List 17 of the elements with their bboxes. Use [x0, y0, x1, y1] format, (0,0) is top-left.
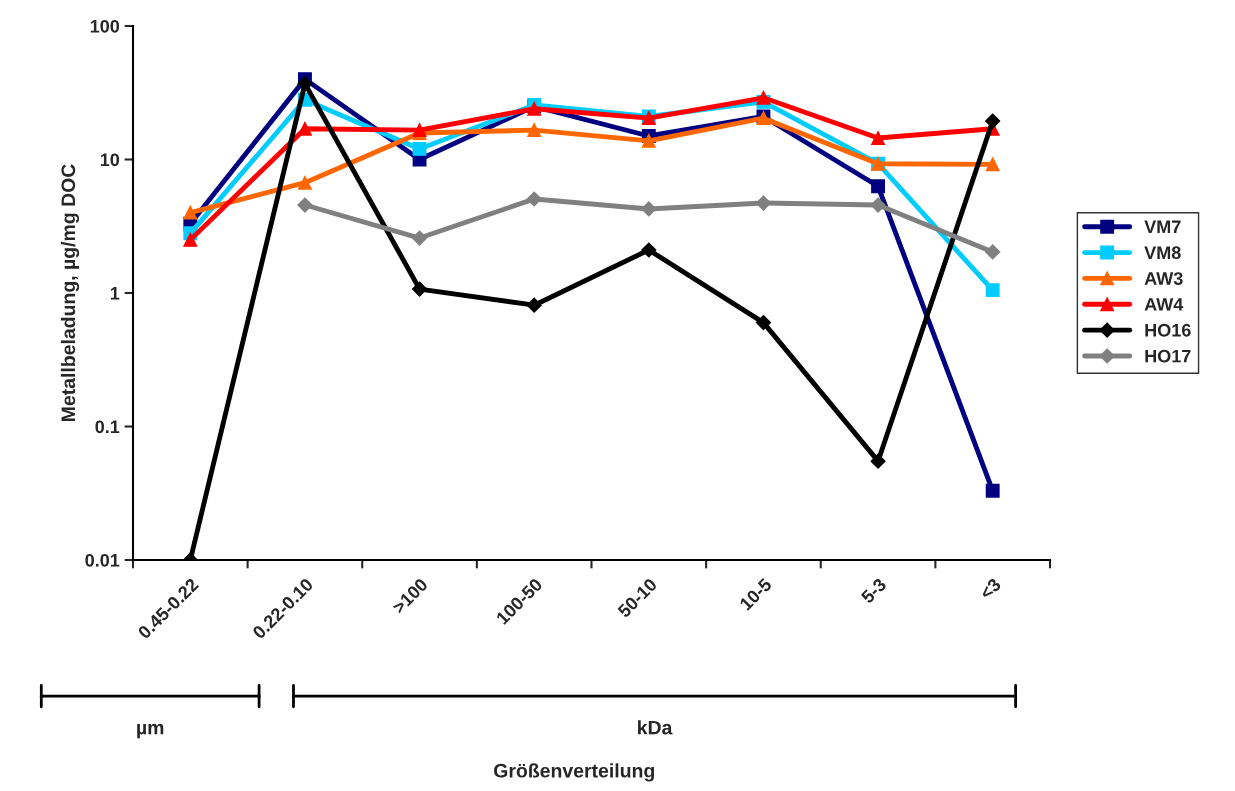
y-tick-label: 1 — [110, 287, 120, 300]
text: µm — [137, 723, 164, 739]
legend-label: VM8 — [1144, 246, 1181, 260]
y-tick-label: 0.1 — [95, 420, 120, 434]
legend-label: AW4 — [1144, 298, 1184, 311]
legend-label: HO16 — [1145, 323, 1191, 337]
x-tick-label: <3 — [979, 577, 1002, 601]
legend-label: VM7 — [1144, 220, 1181, 234]
text: kDa — [638, 720, 673, 735]
legend-label: HO17 — [1145, 349, 1191, 363]
text: Größenverteilung — [494, 763, 655, 782]
x-tick-label: 5-3 — [860, 577, 887, 605]
y-tick-label: 10 — [100, 153, 120, 167]
y-tick-label: 100 — [90, 19, 120, 33]
y-tick-label: 0.01 — [85, 553, 120, 567]
y-axis-title: Metallbeladung, µg/mg DOC — [60, 164, 80, 421]
legend-label: AW3 — [1144, 272, 1183, 285]
